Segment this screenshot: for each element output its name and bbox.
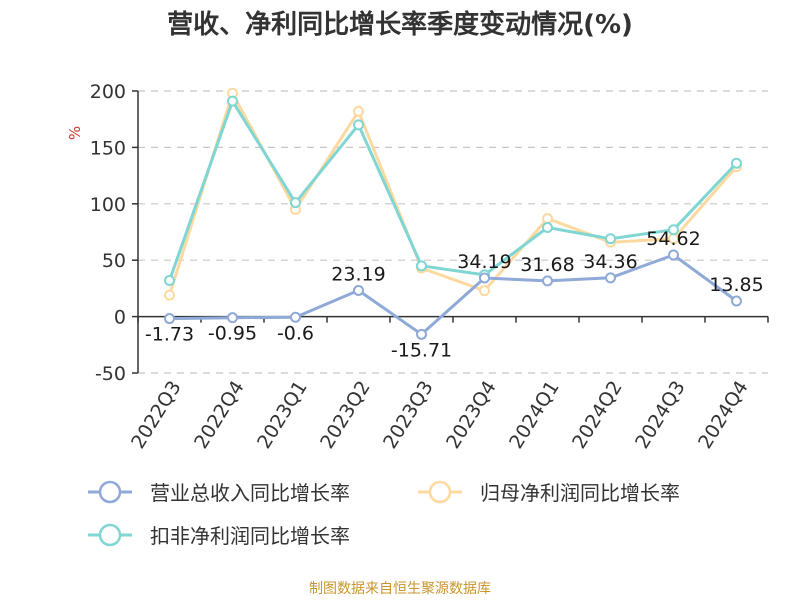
data-point	[353, 284, 364, 296]
data-point	[227, 95, 238, 107]
data-point	[668, 224, 679, 236]
data-point	[542, 212, 553, 224]
data-point	[668, 249, 679, 261]
legend-label: 扣非净利润同比增长率	[150, 524, 350, 548]
legend-swatch-marker	[98, 523, 122, 547]
data-point	[164, 289, 175, 301]
data-point	[416, 260, 427, 272]
data-point	[542, 275, 553, 287]
data-point	[605, 272, 616, 284]
grid-layer	[138, 90, 768, 374]
x-tick-label: 2023Q2	[316, 377, 375, 453]
data-point	[542, 221, 553, 233]
data-point	[731, 295, 742, 307]
series-line	[169, 253, 738, 336]
x-tick-label: 2023Q4	[442, 377, 501, 453]
data-label: -0.95	[208, 323, 257, 345]
x-tick-label: 2022Q3	[127, 377, 186, 453]
label-layer: -1.73 -0.95 -0.6 23.19 -15.71 34.19 31.68 34.36…	[145, 228, 764, 361]
data-point	[731, 157, 742, 169]
y-tick-label: 50	[102, 250, 126, 272]
series-line	[168, 91, 738, 296]
data-label: 54.62	[646, 228, 700, 250]
data-label: 34.36	[583, 251, 637, 273]
data-label: 31.68	[520, 254, 574, 276]
source-text: 制图数据来自恒生聚源数据库	[309, 581, 491, 597]
y-tick-label: 100	[90, 194, 126, 216]
data-point	[290, 197, 301, 209]
legend-label: 营业总收入同比增长率	[150, 481, 350, 505]
data-label: -0.6	[277, 322, 314, 344]
data-label: 23.19	[331, 263, 385, 285]
x-tick-label: 2023Q1	[253, 377, 312, 453]
data-label: 13.85	[709, 274, 763, 296]
y-tick-label: -50	[95, 363, 126, 385]
chart-title: 营收、净利同比增长率季度变动情况(%)	[167, 10, 633, 40]
data-point	[290, 311, 301, 323]
x-tick-label: 2024Q4	[694, 377, 753, 453]
data-point	[353, 119, 364, 131]
series-layer	[164, 87, 742, 340]
legend-swatch-marker	[428, 480, 452, 504]
y-tick-label: 200	[90, 81, 126, 103]
data-point	[479, 285, 490, 297]
y-axis-unit: %	[66, 126, 84, 140]
legend-swatch-marker	[98, 480, 122, 504]
y-tick-label: 150	[90, 137, 126, 159]
data-point	[353, 105, 364, 117]
series-line	[168, 99, 738, 281]
y-tick-label: 0	[114, 307, 126, 329]
data-label: -15.71	[391, 339, 452, 361]
data-point	[479, 272, 490, 284]
x-tick-label: 2022Q4	[190, 377, 249, 453]
data-label: 34.19	[457, 251, 511, 273]
x-tick-label: 2024Q3	[631, 377, 690, 453]
legend-label: 归母净利润同比增长率	[480, 481, 680, 505]
data-point	[227, 312, 238, 324]
data-point	[164, 275, 175, 287]
x-tick-label: 2024Q2	[568, 377, 627, 453]
x-tick-label: 2024Q1	[505, 377, 564, 453]
data-label: -1.73	[145, 324, 194, 346]
data-point	[164, 313, 175, 325]
data-point	[605, 233, 616, 245]
data-point	[416, 328, 427, 340]
x-tick-label: 2023Q3	[379, 377, 438, 453]
